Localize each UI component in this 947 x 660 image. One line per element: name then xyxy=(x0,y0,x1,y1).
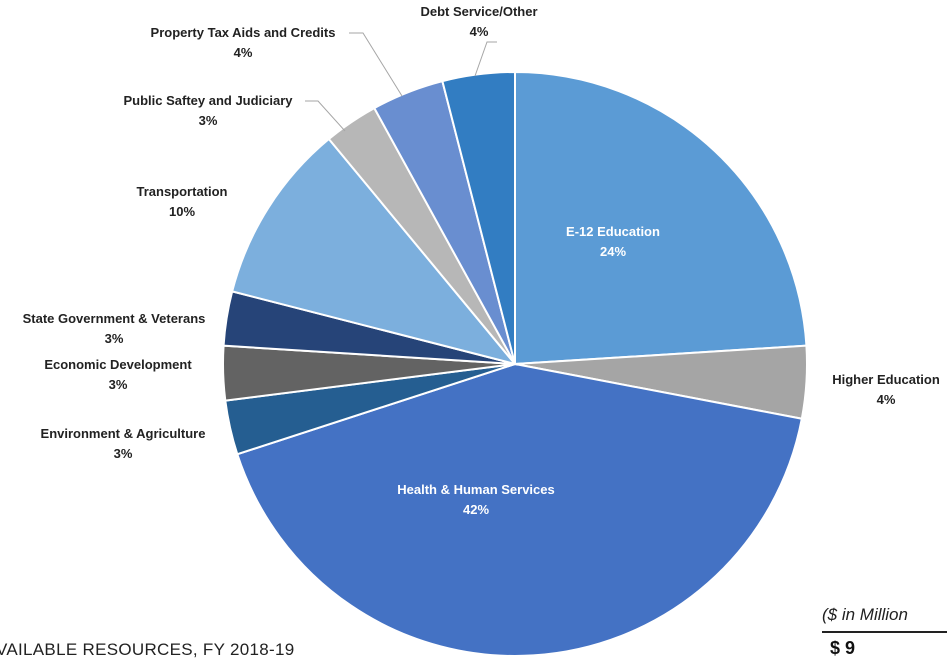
label-percent: 3% xyxy=(199,113,218,128)
footer-title: VAILABLE RESOURCES, FY 2018-19 xyxy=(0,640,295,659)
label-name: Transportation xyxy=(136,184,227,199)
label-percent: 10% xyxy=(169,204,195,219)
label-property-tax-aids-and-credits: Property Tax Aids and Credits 4% xyxy=(151,25,336,60)
label-name: State Government & Veterans xyxy=(23,311,206,326)
label-percent: 3% xyxy=(105,331,124,346)
total-value: $ 9 xyxy=(830,638,856,658)
slice-health-human-services xyxy=(236,362,803,656)
slice-e-12-education xyxy=(514,70,808,366)
label-higher-education: Higher Education 4% xyxy=(832,372,940,407)
slice-transportation xyxy=(230,137,518,366)
slice-debt-service-other xyxy=(441,70,516,365)
label-economic-development: Economic Development 3% xyxy=(44,357,192,392)
label-percent: 4% xyxy=(470,24,489,39)
label-percent: 4% xyxy=(234,45,253,60)
units-rule xyxy=(822,631,947,633)
leader-public-saftey-and-judiciary xyxy=(305,100,346,132)
label-name: Health & Human Services xyxy=(397,482,555,497)
slice-labels: E-12 Education 24% Higher Education 4% Healt… xyxy=(23,4,940,517)
label-percent: 3% xyxy=(109,377,128,392)
label-percent: 24% xyxy=(600,244,626,259)
leader-debt-service-other xyxy=(474,41,497,77)
label-name: Environment & Agriculture xyxy=(41,426,206,441)
pie-slices xyxy=(222,70,808,656)
label-e-12-education: E-12 Education 24% xyxy=(566,224,660,259)
label-name: Property Tax Aids and Credits xyxy=(151,25,336,40)
leader-lines xyxy=(305,32,497,132)
label-health-human-services: Health & Human Services 42% xyxy=(397,482,555,517)
label-name: Economic Development xyxy=(44,357,192,372)
label-name: Public Saftey and Judiciary xyxy=(123,93,293,108)
label-name: Higher Education xyxy=(832,372,940,387)
label-debt-service-other: Debt Service/Other 4% xyxy=(420,4,537,39)
label-state-government-veterans: State Government & Veterans 3% xyxy=(23,311,206,346)
label-name: E-12 Education xyxy=(566,224,660,239)
units-note: ($ in Million xyxy=(822,605,908,624)
label-transportation: Transportation 10% xyxy=(136,184,227,219)
label-percent: 42% xyxy=(463,502,489,517)
label-percent: 4% xyxy=(877,392,896,407)
label-name: Debt Service/Other xyxy=(420,4,537,19)
leader-property-tax-aids-and-credits xyxy=(349,32,403,97)
label-public-saftey-and-judiciary: Public Saftey and Judiciary 3% xyxy=(123,93,293,128)
label-percent: 3% xyxy=(114,446,133,461)
label-environment-agriculture: Environment & Agriculture 3% xyxy=(41,426,206,461)
